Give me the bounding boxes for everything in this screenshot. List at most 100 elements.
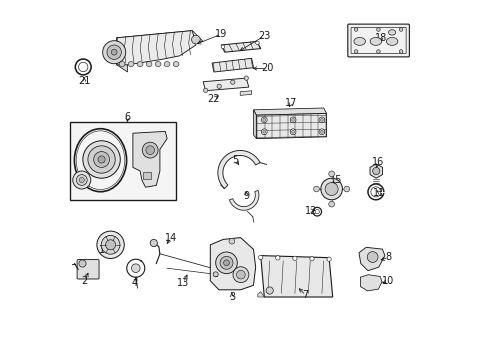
- Circle shape: [88, 146, 115, 173]
- Circle shape: [292, 256, 296, 261]
- Circle shape: [101, 235, 120, 254]
- Polygon shape: [360, 275, 381, 291]
- Polygon shape: [117, 38, 127, 72]
- Circle shape: [320, 130, 323, 133]
- Circle shape: [376, 28, 380, 31]
- Circle shape: [232, 267, 248, 283]
- Ellipse shape: [387, 30, 395, 35]
- Circle shape: [102, 41, 125, 64]
- Circle shape: [220, 256, 232, 269]
- Polygon shape: [133, 131, 167, 187]
- Circle shape: [236, 270, 244, 279]
- Polygon shape: [240, 91, 251, 95]
- Circle shape: [376, 50, 380, 53]
- Circle shape: [354, 28, 357, 31]
- Ellipse shape: [146, 62, 152, 67]
- Polygon shape: [369, 164, 382, 178]
- Text: 18: 18: [374, 33, 386, 43]
- Polygon shape: [256, 113, 326, 139]
- Circle shape: [318, 129, 324, 135]
- FancyBboxPatch shape: [77, 260, 99, 279]
- Circle shape: [399, 28, 402, 31]
- Circle shape: [263, 130, 265, 133]
- Circle shape: [366, 252, 377, 262]
- Ellipse shape: [155, 62, 161, 67]
- Circle shape: [261, 129, 266, 135]
- Circle shape: [354, 50, 357, 53]
- Polygon shape: [203, 78, 248, 91]
- Text: 11: 11: [373, 188, 385, 198]
- Text: 8: 8: [385, 252, 391, 262]
- Circle shape: [105, 240, 115, 250]
- Text: 5: 5: [232, 155, 238, 165]
- Text: 21: 21: [78, 76, 90, 86]
- Polygon shape: [117, 31, 196, 65]
- Circle shape: [111, 49, 117, 55]
- Ellipse shape: [386, 37, 397, 45]
- Polygon shape: [229, 190, 258, 210]
- Circle shape: [97, 231, 124, 258]
- Text: 4: 4: [131, 278, 138, 288]
- Circle shape: [215, 252, 237, 274]
- Circle shape: [150, 239, 157, 247]
- Polygon shape: [253, 108, 326, 115]
- Circle shape: [79, 260, 86, 267]
- Circle shape: [98, 156, 105, 163]
- Circle shape: [82, 141, 120, 178]
- Circle shape: [79, 177, 84, 183]
- Text: 7: 7: [302, 290, 308, 300]
- Circle shape: [142, 142, 158, 158]
- Ellipse shape: [119, 62, 125, 67]
- Circle shape: [326, 257, 330, 261]
- Circle shape: [228, 238, 234, 244]
- Circle shape: [255, 41, 259, 45]
- Polygon shape: [212, 58, 253, 72]
- Polygon shape: [218, 150, 260, 189]
- Polygon shape: [260, 256, 332, 297]
- Circle shape: [325, 183, 337, 195]
- Circle shape: [145, 146, 154, 154]
- Bar: [70, 122, 176, 200]
- Circle shape: [217, 84, 221, 89]
- Polygon shape: [257, 292, 264, 297]
- Circle shape: [289, 129, 295, 135]
- Circle shape: [265, 287, 273, 294]
- Circle shape: [94, 152, 109, 167]
- Circle shape: [309, 257, 313, 261]
- Polygon shape: [117, 31, 203, 49]
- FancyBboxPatch shape: [347, 24, 408, 57]
- Text: 17: 17: [285, 98, 297, 108]
- Circle shape: [343, 186, 349, 192]
- Ellipse shape: [128, 62, 134, 67]
- Text: 12: 12: [305, 206, 317, 216]
- Circle shape: [223, 260, 229, 266]
- Circle shape: [291, 130, 294, 133]
- Text: 20: 20: [261, 63, 274, 73]
- Ellipse shape: [353, 37, 365, 45]
- Circle shape: [291, 118, 294, 121]
- Circle shape: [313, 186, 319, 192]
- Circle shape: [221, 45, 224, 49]
- Circle shape: [289, 117, 295, 123]
- Circle shape: [203, 88, 207, 93]
- Text: 19: 19: [215, 29, 227, 39]
- Text: 1: 1: [99, 245, 105, 255]
- Circle shape: [73, 171, 91, 189]
- Ellipse shape: [369, 37, 381, 45]
- Circle shape: [230, 80, 234, 84]
- Circle shape: [275, 256, 280, 260]
- Circle shape: [372, 167, 379, 175]
- Circle shape: [399, 50, 402, 53]
- Ellipse shape: [164, 62, 170, 67]
- Circle shape: [328, 201, 334, 207]
- Text: 3: 3: [228, 292, 234, 302]
- Polygon shape: [221, 41, 260, 52]
- Text: 2: 2: [81, 276, 87, 286]
- Circle shape: [213, 272, 218, 277]
- Circle shape: [320, 118, 323, 121]
- Ellipse shape: [137, 62, 142, 67]
- Circle shape: [320, 178, 342, 200]
- Polygon shape: [210, 238, 255, 290]
- Polygon shape: [358, 247, 384, 271]
- Circle shape: [328, 171, 334, 177]
